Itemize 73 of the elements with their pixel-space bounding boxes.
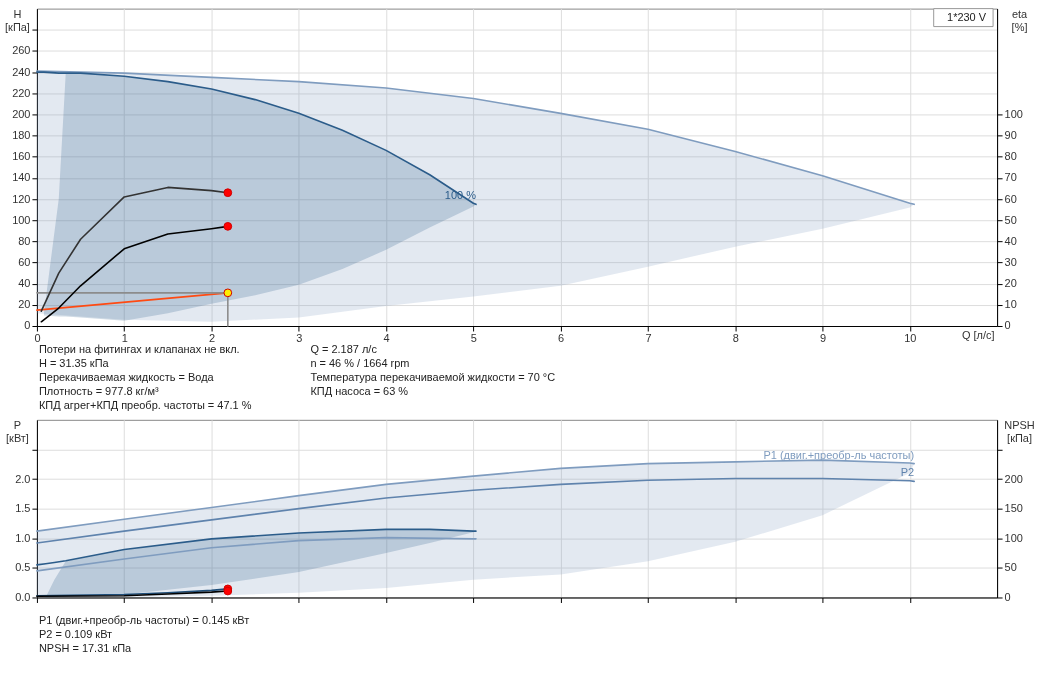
y2-tick-label: 150 (1004, 502, 1023, 515)
y2-tick-label: 80 (1004, 150, 1017, 163)
y2-tick-label: 20 (1004, 277, 1017, 290)
x-axis-title: Q [л/с] (961, 329, 995, 342)
y2-tick-label: 70 (1004, 171, 1017, 184)
y-tick-label: 0.5 (15, 561, 31, 574)
line-series (36, 477, 915, 544)
y2-axis-title: NPSH [кПа] (1004, 419, 1035, 445)
text: NPSH = 17.31 кПа (38, 642, 133, 655)
y2-tick-label: 100 (1004, 107, 1023, 120)
text: Температура перекачиваемой жидкости = 70 °C (310, 370, 556, 383)
y-tick-label: 1.5 (15, 502, 31, 515)
y2-tick-label: 10 (1004, 298, 1017, 311)
y-tick-label: 100 (12, 213, 31, 226)
y-tick-label: 0 (24, 319, 31, 332)
line-series (36, 536, 477, 572)
y-tick-label: 140 (12, 171, 31, 184)
line-series (36, 71, 477, 206)
y-tick-label: 200 (12, 107, 31, 120)
line-series (36, 528, 477, 566)
y2-tick-label: 40 (1004, 234, 1017, 247)
series-label: 100 % (444, 189, 477, 202)
y-tick-label: 180 (12, 129, 31, 142)
y-tick-label: 260 (12, 44, 31, 57)
text: КПД агрег+КПД преобр. частоты = 47.1 % (38, 398, 252, 411)
text: Перекачиваемая жидкость = Вода (38, 370, 215, 383)
y2-tick-label: 200 (1004, 472, 1023, 485)
text: n = 46 % / 1664 rpm (310, 356, 410, 369)
y-tick-label: 220 (12, 86, 31, 99)
x-tick-label: 6 (558, 332, 565, 345)
y2-tick-label: 0 (1004, 590, 1011, 603)
line-series (36, 459, 915, 532)
x-tick-label: 2 (208, 332, 216, 345)
y-tick-label: 120 (12, 192, 31, 205)
x-tick-label: 3 (296, 332, 303, 345)
x-tick-label: 0 (34, 332, 41, 345)
line-series (36, 70, 915, 206)
series-label: P1 (двиг.+преобр-ль частоты) (763, 448, 915, 461)
chart-title: 1*230 V (947, 10, 987, 23)
x-tick-label: 1 (121, 332, 128, 345)
y2-tick-label: 0 (1004, 319, 1011, 332)
x-tick-label: 5 (470, 332, 477, 345)
series-label: P2 (900, 466, 915, 479)
y-tick-label: 0.0 (15, 590, 31, 603)
text: Плотность = 977.8 кг/м³ (38, 384, 159, 397)
y2-tick-label: 50 (1004, 213, 1017, 226)
y2-axis-title: eta [%] (1011, 8, 1029, 34)
y-axis-title: H [кПа] (5, 8, 30, 34)
text: P2 = 0.109 кВт (38, 628, 113, 641)
y-tick-label: 20 (18, 298, 31, 311)
y-tick-label: 160 (12, 150, 31, 163)
text: КПД насоса = 63 % (310, 384, 409, 397)
y2-tick-label: 30 (1004, 256, 1017, 269)
x-tick-label: 4 (383, 332, 390, 345)
y-axis-title: P [кВт] (6, 419, 29, 445)
y-tick-label: 240 (12, 65, 31, 78)
text: Потери на фитингах и клапанах не вкл. (38, 342, 240, 355)
text: P1 (двиг.+преобр-ль частоты) = 0.145 кВт (38, 614, 250, 627)
y-tick-label: 80 (18, 234, 31, 247)
y2-tick-label: 100 (1004, 531, 1023, 544)
x-tick-label: 9 (819, 332, 827, 345)
y2-tick-label: 50 (1004, 561, 1017, 574)
y-tick-label: 2.0 (15, 472, 31, 485)
y-tick-label: 60 (18, 256, 31, 269)
y2-tick-label: 60 (1004, 192, 1017, 205)
y-tick-label: 1.0 (15, 531, 31, 544)
text: H = 31.35 кПа (38, 356, 110, 369)
x-tick-label: 10 (904, 332, 917, 345)
y-tick-label: 40 (18, 277, 31, 290)
text: Q = 2.187 л/с (310, 342, 378, 355)
x-tick-label: 8 (732, 332, 739, 345)
y2-tick-label: 90 (1004, 129, 1017, 142)
x-tick-label: 7 (645, 332, 652, 345)
